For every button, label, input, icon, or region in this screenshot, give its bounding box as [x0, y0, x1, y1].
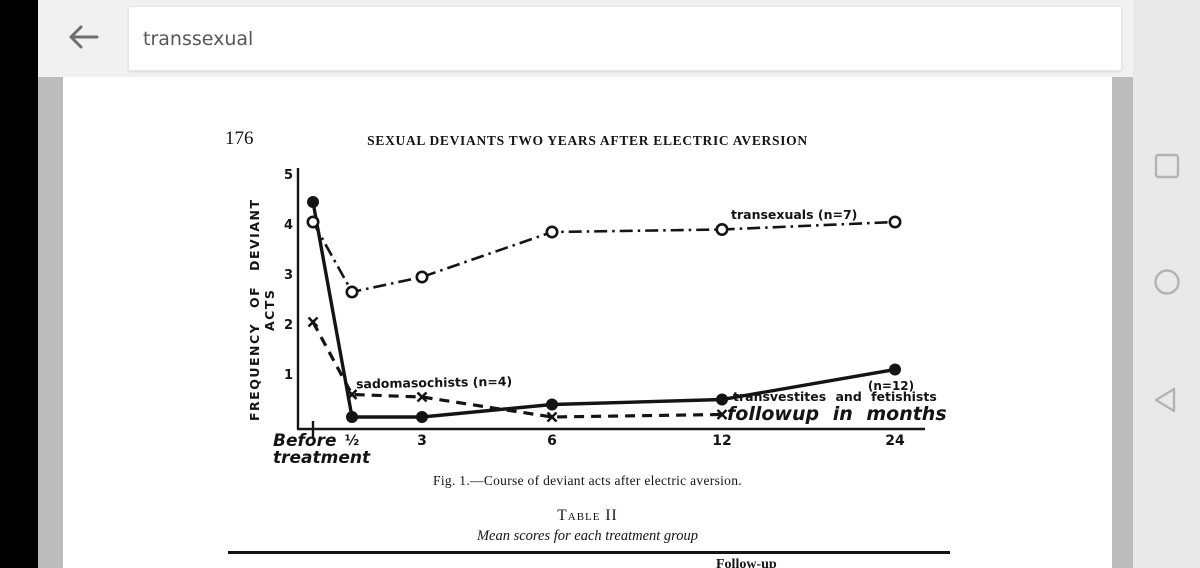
search-toolbar — [38, 0, 1133, 77]
figure-1-chart — [296, 168, 925, 437]
figure-caption: Fig. 1.—Course of deviant acts after ele… — [433, 473, 742, 488]
chart-y-axis-title: FREQUENCY OF DEVIANT ACTS — [247, 198, 277, 422]
x-tick-label: 3 — [417, 433, 427, 449]
table-column-header-followup: Follow-up — [716, 557, 777, 568]
annotation-n12: (n=12) — [867, 379, 915, 393]
y-tick-label: 3 — [283, 268, 293, 283]
annotation-sadomasochists: sadomasochists (n=4) — [355, 373, 513, 392]
search-input[interactable] — [129, 7, 1121, 70]
y-tick-label: 4 — [283, 218, 293, 233]
x-tick-before-line1: Before — [273, 431, 337, 451]
y-tick-label: 5 — [283, 168, 293, 183]
search-box — [128, 6, 1122, 71]
status-bar-strip — [0, 0, 38, 568]
nav-back-button[interactable] — [1150, 383, 1184, 417]
home-button[interactable] — [1150, 265, 1184, 299]
chart-x-axis-label: followup in months — [727, 403, 947, 425]
y-tick-label: 1 — [283, 368, 293, 383]
y-tick-label: 2 — [283, 318, 293, 333]
table-title: Table II — [557, 507, 618, 524]
annotation-transexuals: transexuals (n=7) — [731, 207, 858, 222]
home-circle-icon — [1150, 265, 1184, 299]
recents-square-icon — [1150, 149, 1184, 183]
document-page: 176 SEXUAL DEVIANTS TWO YEARS AFTER ELEC… — [63, 77, 1112, 568]
recents-button[interactable] — [1150, 149, 1184, 183]
annotation-transvestites-fetishists: transvestites and fetishists — [733, 389, 937, 404]
viewer-scrollbar[interactable] — [1112, 77, 1133, 568]
x-tick-label: 24 — [885, 433, 905, 449]
android-nav-bar — [1133, 0, 1200, 568]
table-top-rule — [228, 551, 950, 554]
back-button[interactable] — [62, 18, 102, 58]
table-subtitle: Mean scores for each treatment group — [476, 528, 699, 544]
x-tick-label: ½ — [344, 433, 360, 449]
running-title: SEXUAL DEVIANTS TWO YEARS AFTER ELECTRIC… — [367, 133, 808, 148]
viewer-left-gutter — [38, 77, 63, 568]
document-viewer[interactable]: 176 SEXUAL DEVIANTS TWO YEARS AFTER ELEC… — [38, 77, 1133, 568]
x-tick-label: 6 — [547, 433, 557, 449]
back-triangle-icon — [1150, 383, 1184, 417]
page-number: 176 — [225, 128, 254, 149]
x-tick-label: 12 — [712, 433, 732, 449]
back-arrow-icon — [64, 25, 100, 58]
x-tick-before-line2: treatment — [273, 448, 371, 468]
